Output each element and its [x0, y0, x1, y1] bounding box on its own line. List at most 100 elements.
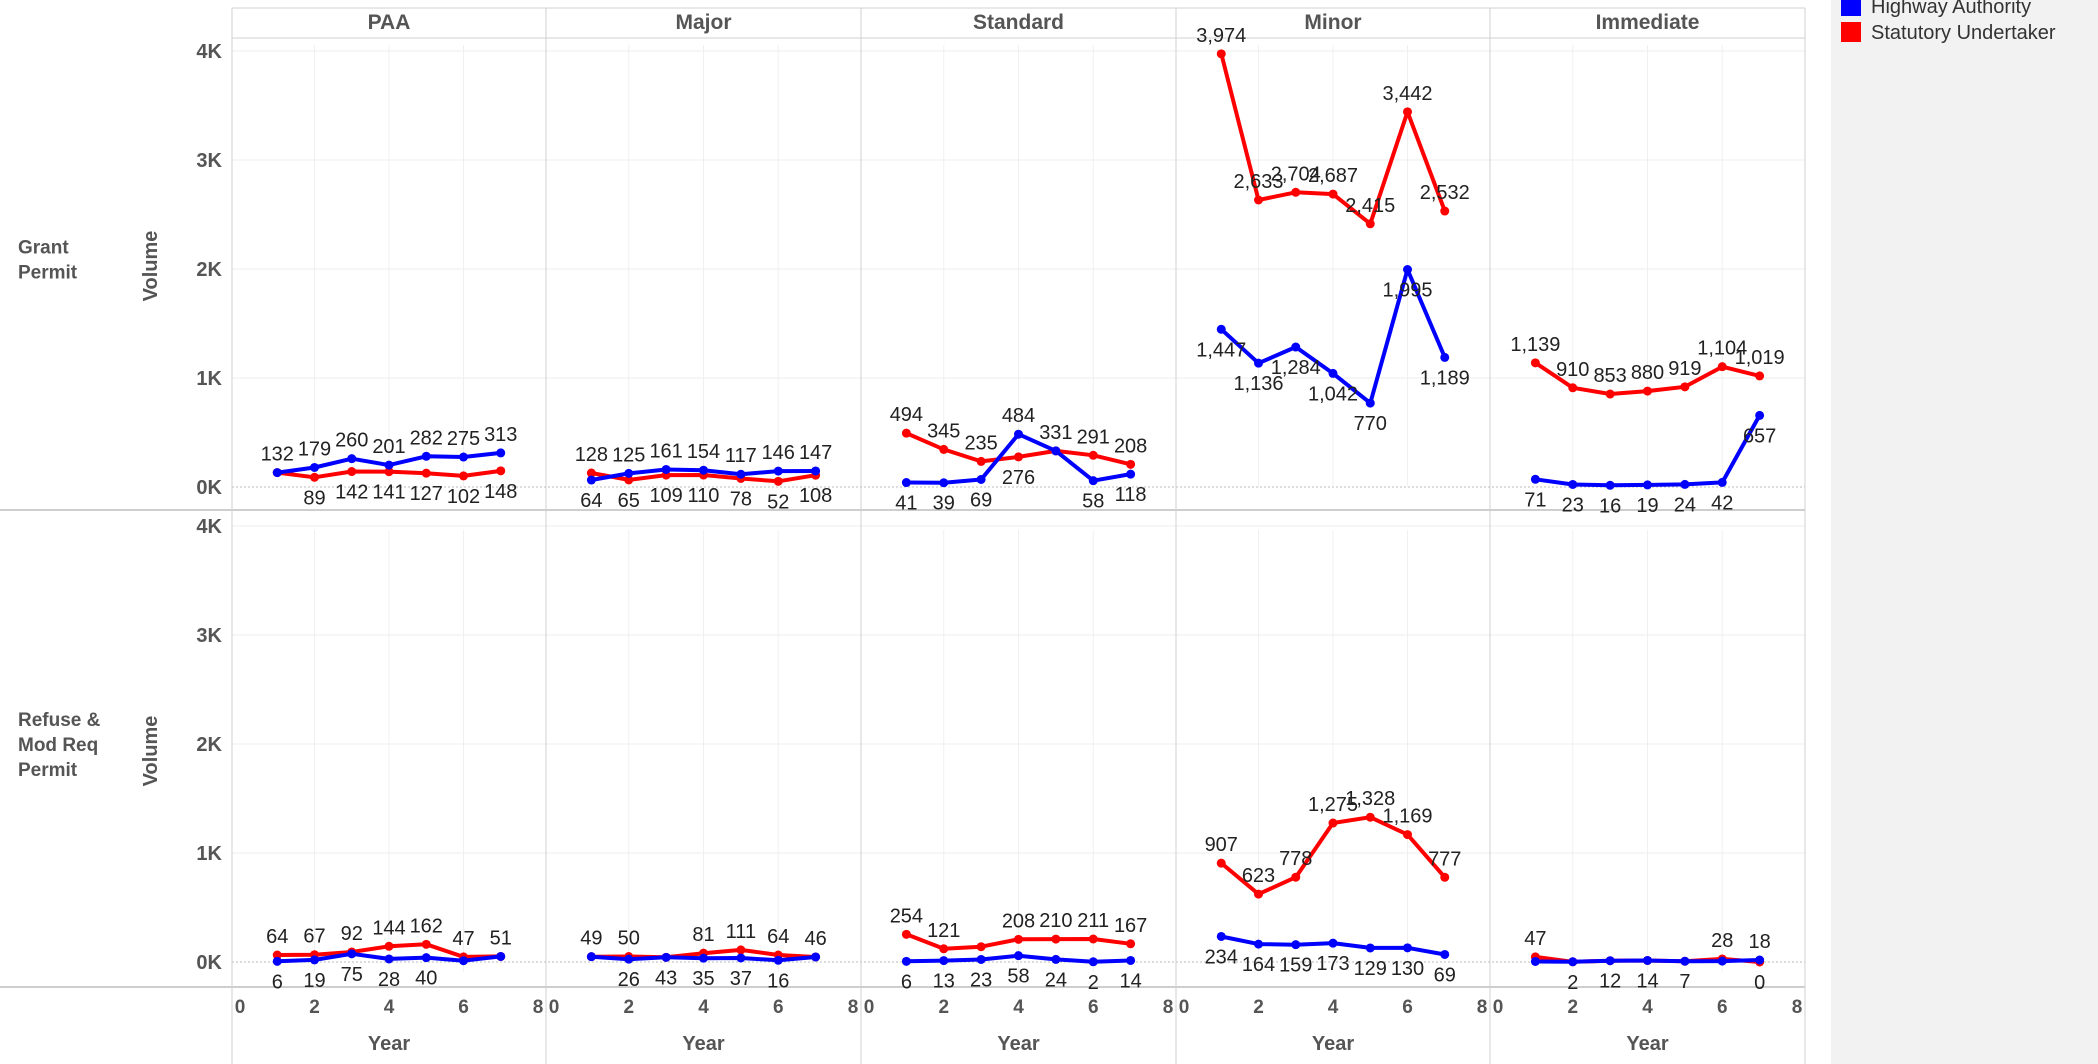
- highway-authority-data-label: 146: [762, 442, 795, 464]
- statutory-undertaker-data-label: 1,104: [1697, 338, 1747, 360]
- row-header-line: Mod Req: [18, 735, 98, 756]
- statutory-undertaker-point: [1088, 450, 1098, 460]
- statutory-undertaker-point: [459, 471, 468, 481]
- statutory-undertaker-data-label: 64: [767, 926, 789, 948]
- statutory-undertaker-data-label: 28: [1711, 930, 1733, 952]
- highway-authority-point: [699, 465, 708, 475]
- statutory-undertaker-point: [1216, 49, 1226, 59]
- highway-authority-data-label: 1,995: [1382, 280, 1432, 302]
- highway-authority-data-label: 23: [1562, 494, 1584, 516]
- x-tick-label: 6: [458, 997, 469, 1018]
- highway-authority-data-label: 331: [1039, 422, 1072, 444]
- legend-label: Statutory Undertaker: [1871, 22, 2056, 44]
- highway-authority-data-label: 75: [341, 964, 363, 986]
- highway-authority-point: [347, 949, 357, 959]
- column-header: Standard: [973, 11, 1064, 34]
- highway-authority-data-label: 69: [970, 489, 992, 511]
- highway-authority-point: [1254, 939, 1263, 949]
- gridlines: [232, 45, 1805, 972]
- statutory-undertaker-data-label: 64: [266, 926, 288, 948]
- highway-authority-point: [1051, 446, 1061, 456]
- statutory-undertaker-data-label: 12: [1599, 971, 1621, 993]
- statutory-undertaker-point: [384, 467, 394, 477]
- highway-authority-point: [1755, 955, 1765, 965]
- highway-authority-point: [1088, 957, 1098, 967]
- statutory-undertaker-point: [421, 939, 431, 949]
- statutory-undertaker-point: [1014, 934, 1023, 944]
- series-lines: [272, 49, 1765, 967]
- y-tick-label: 2K: [196, 734, 222, 756]
- column-header: Immediate: [1596, 11, 1700, 34]
- x-tick-label: 8: [1163, 997, 1174, 1018]
- x-tick-label: 0: [1179, 997, 1190, 1018]
- x-tick-label: 2: [1567, 997, 1578, 1018]
- statutory-undertaker-data-label: 210: [1039, 910, 1072, 932]
- highway-authority-data-label: 23: [970, 969, 992, 991]
- y-tick-label: 0K: [196, 477, 222, 499]
- highway-authority-point: [496, 951, 506, 961]
- row-header-line: Refuse &: [18, 710, 101, 731]
- highway-authority-data-label: 201: [372, 436, 405, 458]
- statutory-undertaker-point: [1088, 934, 1098, 944]
- statutory-undertaker-data-label: 65: [618, 490, 640, 512]
- highway-authority-point: [586, 475, 596, 485]
- highway-authority-data-label: 1,284: [1271, 357, 1321, 379]
- legend: Highway Authority Statutory Undertaker: [1841, 0, 2056, 44]
- x-tick-label: 2: [1253, 997, 1264, 1018]
- highway-authority-point: [1568, 957, 1578, 967]
- highway-authority-point: [347, 454, 357, 464]
- row-header: Refuse & Mod Req Permit: [18, 710, 101, 781]
- highway-authority-point: [939, 478, 949, 488]
- statutory-undertaker-point: [421, 468, 431, 478]
- statutory-undertaker-point: [347, 467, 357, 477]
- statutory-undertaker-data-label: 81: [692, 924, 714, 946]
- highway-authority-data-label: 313: [484, 424, 517, 446]
- y-tick-label: 1K: [196, 368, 222, 390]
- statutory-undertaker-data-label: 141: [372, 482, 405, 504]
- highway-authority-point: [586, 952, 596, 962]
- highway-authority-data-label: 13: [933, 971, 955, 993]
- highway-authority-data-label: 118: [1115, 484, 1147, 506]
- highway-authority-data-label: 2: [1088, 972, 1099, 994]
- x-axis-title: Year: [997, 1033, 1039, 1055]
- highway-authority-data-label: 58: [1082, 491, 1104, 513]
- statutory-undertaker-data-label: 345: [927, 420, 960, 442]
- statutory-undertaker-data-label: 291: [1077, 426, 1110, 448]
- highway-authority-point: [939, 956, 949, 966]
- x-tick-label: 2: [938, 997, 949, 1018]
- highway-authority-point: [1440, 949, 1450, 959]
- highway-authority-data-label: 58: [1007, 966, 1029, 988]
- statutory-undertaker-data-label: 128: [575, 444, 608, 466]
- highway-authority-data-label: 64: [580, 490, 602, 512]
- highway-authority-point: [1126, 469, 1136, 479]
- x-tick-label: 8: [848, 997, 859, 1018]
- legend-swatch: [1841, 22, 1861, 42]
- highway-authority-point: [1088, 476, 1098, 486]
- highway-authority-data-label: 1,136: [1233, 373, 1283, 395]
- highway-authority-data-label: 40: [415, 968, 437, 990]
- highway-authority-data-label: 69: [1434, 964, 1456, 986]
- statutory-undertaker-data-label: 2,415: [1345, 195, 1395, 217]
- y-axis-title: Volume: [140, 231, 162, 302]
- highway-authority-point: [384, 460, 394, 470]
- highway-authority-data-label: 46: [805, 928, 827, 950]
- highway-authority-point: [1440, 352, 1450, 362]
- highway-authority-data-label: 18: [1749, 931, 1771, 953]
- x-axis-title: Year: [682, 1033, 724, 1055]
- statutory-undertaker-point: [1126, 459, 1136, 469]
- statutory-undertaker-point: [1126, 939, 1136, 949]
- statutory-undertaker-data-label: 47: [452, 928, 474, 950]
- x-tick-label: 4: [1013, 997, 1024, 1018]
- highway-authority-point: [1216, 324, 1226, 334]
- highway-authority-point: [976, 954, 986, 964]
- statutory-undertaker-point: [1643, 386, 1652, 396]
- statutory-undertaker-data-label: 910: [1556, 359, 1589, 381]
- legend-swatch: [1841, 0, 1861, 16]
- column-header: Major: [675, 11, 731, 34]
- statutory-undertaker-point: [1403, 830, 1412, 840]
- statutory-undertaker-data-label: 1,169: [1382, 806, 1432, 828]
- statutory-undertaker-data-label: 148: [484, 481, 517, 503]
- x-axis-title: Year: [1626, 1033, 1668, 1055]
- statutory-undertaker-point: [1051, 934, 1061, 944]
